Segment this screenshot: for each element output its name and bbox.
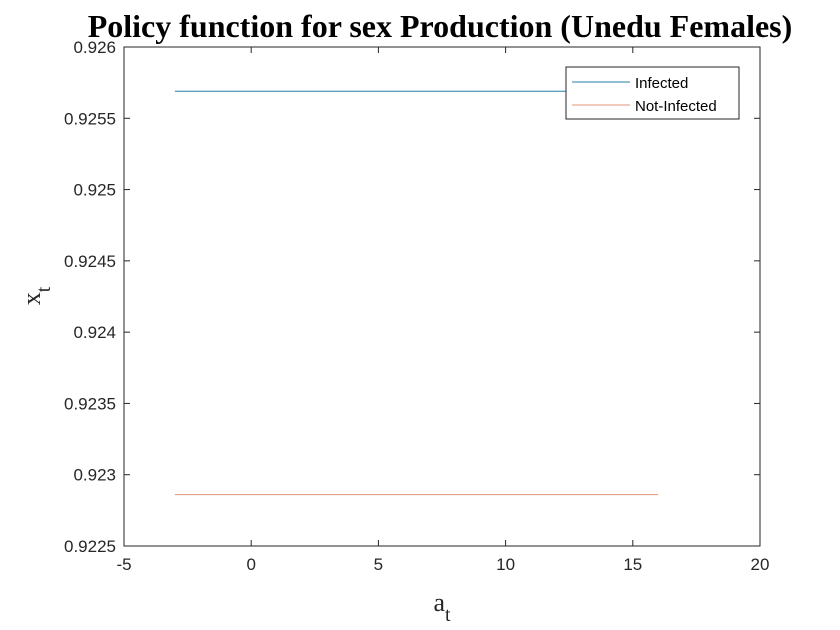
legend: Infected Not-Infected	[565, 66, 740, 120]
chart-title: Policy function for sex Production (Uned…	[88, 8, 793, 44]
y-tick-label: 0.924	[73, 323, 116, 342]
x-axis-label-base: a	[433, 588, 445, 617]
x-tick-label: -5	[116, 555, 131, 574]
y-tick-label: 0.9225	[64, 537, 116, 556]
y-tick-label: 0.9255	[64, 109, 116, 128]
legend-box	[565, 66, 740, 120]
x-axis-label-sub: t	[445, 604, 451, 626]
plot-area	[123, 46, 761, 547]
x-tick-label: 5	[374, 555, 383, 574]
y-axis-label-sub: t	[33, 286, 55, 292]
x-tick-label: 0	[246, 555, 255, 574]
y-tick-label: 0.925	[73, 181, 116, 200]
y-tick-label: 0.923	[73, 466, 116, 485]
y-tick-label: 0.9245	[64, 252, 116, 271]
legend-label-infected: Infected	[635, 75, 688, 92]
x-tick-label: 15	[623, 555, 642, 574]
x-axis-label: at	[433, 588, 451, 626]
y-tick-label: 0.9235	[64, 394, 116, 413]
y-axis-label-base: x	[17, 292, 46, 305]
legend-label-not-infected: Not-Infected	[635, 98, 717, 115]
x-tick-label: 10	[496, 555, 515, 574]
y-axis-label: xt	[17, 286, 55, 305]
y-tick-label: 0.926	[73, 38, 116, 57]
axis-ticks: -5 0 5 10 15 20 0.9225 0.923 0.9235 0.924 0.9245 0.…	[64, 38, 769, 574]
x-tick-label: 20	[751, 555, 770, 574]
